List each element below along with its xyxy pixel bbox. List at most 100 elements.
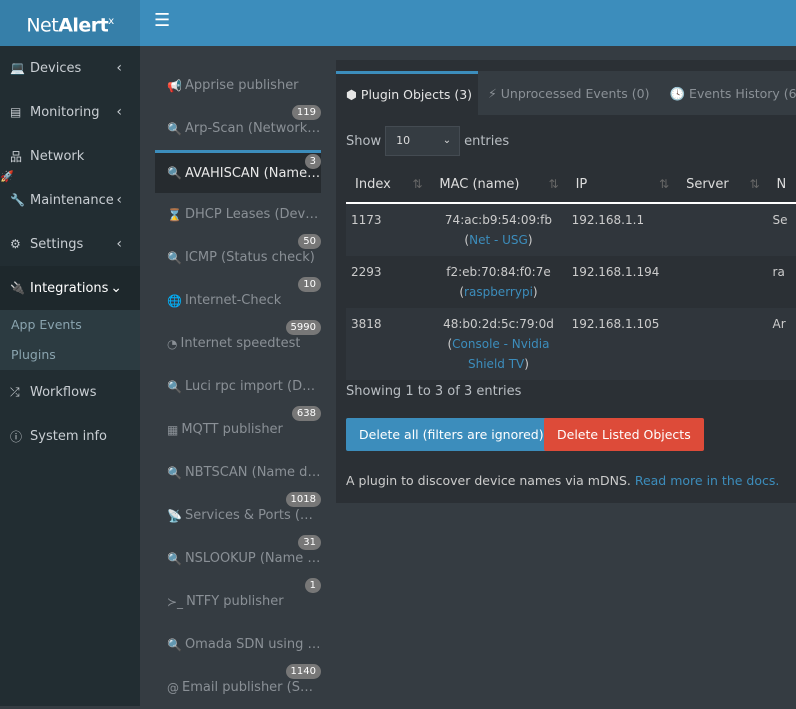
table-row[interactable]: 2293 f2:eb:70:84:f0:7e (raspberrypi) 192.16… [351, 265, 785, 299]
plugin-item[interactable]: ◔ Internet speedtest 5990 [155, 320, 321, 365]
table-row[interactable]: 3818 48:b0:2d:5c:79:0d (Console - Nvidia S… [346, 308, 796, 380]
plugin-item[interactable]: 🔍NSLOOKUP (Name discovery)31 [167, 535, 321, 566]
hamburger-icon[interactable]: ☰ [154, 10, 171, 31]
chevron-icon: ‹ [116, 60, 122, 76]
gauge-icon: ◔ [167, 336, 178, 351]
sidebar-item-settings[interactable]: ⚙ Settings ‹ [10, 236, 122, 252]
plugin-item[interactable]: 🔍 ICMP (Status check) 50 [155, 234, 321, 279]
sidebar-item-monitoring[interactable]: ▤ Monitoring ‹ [10, 104, 122, 120]
plugin-item[interactable]: 🌐 Internet-Check 10 [155, 277, 321, 322]
integrations-submenu: App Events Plugins [0, 310, 140, 370]
entries-label: entries [464, 133, 510, 149]
chevron-icon: ‹ [116, 104, 122, 120]
count-badge: 1140 [285, 664, 321, 679]
show-label: Show [346, 133, 382, 149]
tab-0[interactable]: ⬢ Plugin Objects (3) [336, 71, 478, 115]
tab-2[interactable]: 🕓 Events History (6) [669, 86, 796, 101]
sidebar-item-network[interactable]: 品 Network [10, 148, 85, 164]
plugin-item[interactable]: ⌛DHCP Leases (Device import) [167, 207, 321, 222]
tabs: ⬢ Plugin Objects (3) ⚡ Unprocessed Events… [336, 71, 796, 115]
count-badge: 119 [291, 105, 321, 120]
plugin-item[interactable]: 🔍Luci rpc import (Device import) [167, 379, 321, 394]
chevron-icon: ‹ [116, 236, 122, 252]
globe-icon: 🌐 [167, 293, 182, 308]
count-badge: 638 [291, 406, 321, 421]
plugin-description: A plugin to discover device names via mD… [346, 473, 780, 488]
sidebar-subitem[interactable]: Plugins [11, 347, 56, 362]
info-icon: ⓘ [10, 429, 23, 444]
plugin-item[interactable]: ▦ MQTT publisher 638 [155, 406, 321, 451]
sidebar-item-system-info[interactable]: ⓘ System info [10, 428, 107, 444]
shuffle-icon: ⤮ [10, 384, 20, 399]
search-icon: 🔍 [167, 637, 182, 652]
plugin-item[interactable]: 🔍Arp-Scan (Network scan)119 [155, 105, 321, 150]
chevron-icon: ⌄ [110, 280, 122, 296]
sidebar-item-workflows[interactable]: ⤮ Workflows [10, 384, 97, 400]
gear-icon: ⚙ [10, 237, 21, 251]
plugin-item[interactable]: ≻_ NTFY publisher 1 [155, 578, 321, 623]
search-icon: 🔍 [167, 551, 182, 566]
sidebar-item-maintenance[interactable]: 🔧 Maintenance ‹ [10, 192, 122, 208]
count-badge: 31 [298, 535, 321, 550]
device-link[interactable]: raspberrypi [464, 285, 533, 299]
page-size-control: Show 10 ⌄ entries [346, 126, 509, 156]
sort-icon: ⇅ [749, 176, 760, 191]
delete-listed-button[interactable]: Delete Listed Objects [544, 418, 704, 451]
device-link[interactable]: Console - Nvidia Shield TV [452, 337, 550, 371]
clock-icon: 🕓 [669, 86, 686, 101]
plugin-item[interactable]: 🔍 Omada SDN using API [167, 637, 321, 652]
count-badge: 1 [304, 578, 321, 593]
sidebar: 💻 Devices ‹ ▤ Monitoring ‹ 品 Network 🔧 Maintenanc… [0, 46, 140, 706]
search-icon: 🔍 [167, 465, 182, 480]
wrench-icon: 🔧 [10, 193, 25, 207]
delete-all-button[interactable]: Delete all (filters are ignored) [346, 418, 557, 451]
chevron-icon: ‹ [116, 192, 122, 208]
laptop-icon: 💻 [10, 61, 25, 75]
sidebar-subitem[interactable]: App Events [11, 317, 82, 332]
count-badge: 1018 [285, 492, 321, 507]
plugin-list: 📢Apprise publisher 🔍Arp-Scan (Network sca… [155, 64, 321, 709]
plugin-item[interactable]: 📢 Apprise publisher [167, 78, 299, 93]
count-badge: 50 [298, 234, 321, 249]
tab-1[interactable]: ⚡ Unprocessed Events (0) [488, 86, 650, 101]
plugin-item[interactable]: 📡Services & Ports (Nmap)1018 [167, 492, 321, 523]
cube-icon: ⬢ [346, 87, 357, 102]
rss-icon: ▦ [167, 422, 179, 437]
table-info: Showing 1 to 3 of 3 entries [346, 384, 522, 399]
plugin-item[interactable]: @ Email publisher (SMTP) 1140 [167, 664, 321, 695]
column-header[interactable]: MAC (name) ⇅ [430, 166, 567, 204]
top-bar: ☰ [140, 0, 796, 46]
column-header[interactable]: N [767, 166, 796, 204]
count-badge: 3 [304, 154, 321, 169]
count-badge: 10 [298, 277, 321, 292]
page-size-select[interactable]: 10 ⌄ [385, 126, 461, 156]
sidebar-item-integrations[interactable]: 🔌 Integrations ⌄ [0, 266, 140, 310]
at-icon: @ [167, 680, 179, 695]
bolt-icon: ⚡ [488, 86, 497, 101]
bullhorn-icon: 📢 [167, 78, 182, 93]
search-icon: 🔍 [167, 379, 182, 394]
rocket-icon: 🚀 [0, 170, 14, 183]
sort-icon: ⇅ [659, 176, 670, 191]
plugin-item[interactable]: 🔍NBTSCAN (Name discovery) [167, 465, 321, 480]
table-row[interactable]: 1173 74:ac:b9:54:09:fb (Net - USG) 192.168.… [346, 203, 796, 256]
column-header[interactable]: IP ⇅ [566, 166, 678, 204]
plugin-item[interactable]: 🔍AVAHISCAN (Name discovery)3 [155, 150, 321, 193]
app-logo[interactable]: NetAlertx [0, 0, 140, 46]
count-badge: 5990 [285, 320, 321, 335]
search-icon: 🔍 [167, 121, 182, 136]
hourglass-icon: ⌛ [167, 207, 182, 222]
device-link[interactable]: Net - USG [469, 233, 528, 247]
sidebar-item-devices[interactable]: 💻 Devices ‹ [10, 60, 122, 76]
search-icon: 🔍 [167, 250, 182, 265]
sitemap-icon: 品 [10, 149, 23, 164]
search-icon: 🔍 [167, 166, 182, 180]
plug-icon: 🔌 [10, 281, 25, 295]
column-header[interactable]: Index ⇅ [346, 166, 431, 204]
docs-link[interactable]: Read more in the docs. [634, 473, 780, 488]
column-header[interactable]: Server ⇅ [677, 166, 768, 204]
plugin-objects-table: Index ⇅ MAC (name) ⇅ IP ⇅ Server ⇅ N 1173 74:ac:b9… [346, 166, 796, 380]
chart-icon: ▤ [10, 105, 22, 119]
sort-icon: ⇅ [412, 176, 423, 191]
chevron-down-icon: ⌄ [442, 135, 452, 146]
